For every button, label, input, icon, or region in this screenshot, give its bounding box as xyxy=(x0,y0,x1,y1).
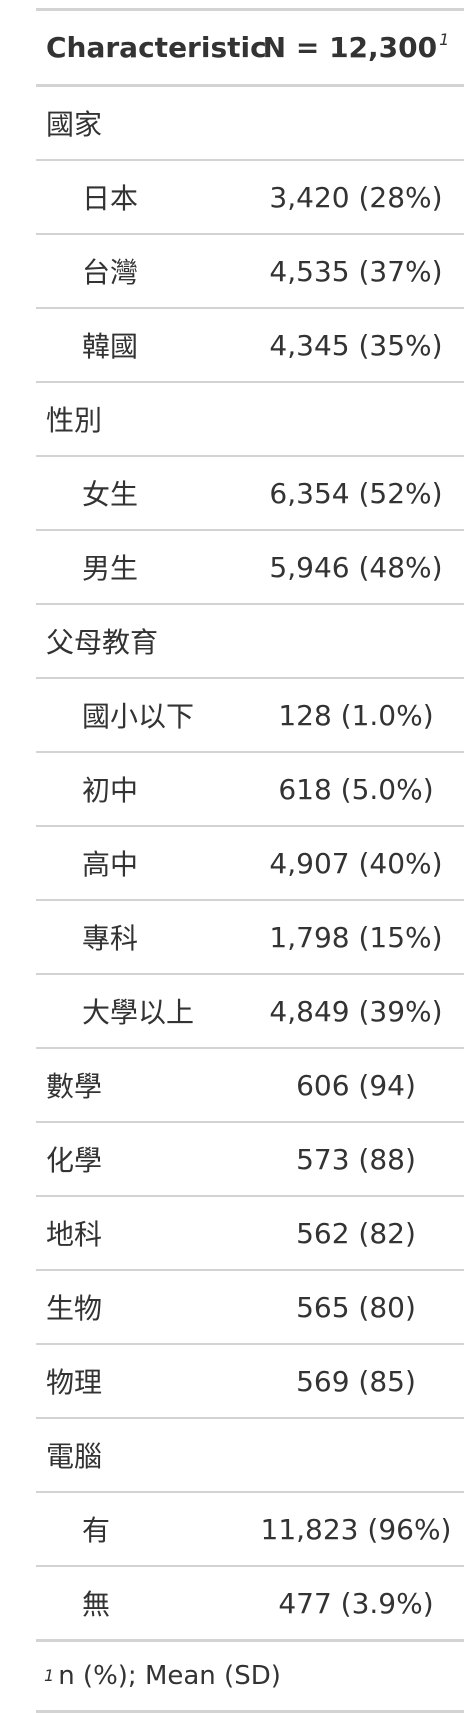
row-value: 4,849 (39%) xyxy=(248,974,464,1049)
row-label: 大學以上 xyxy=(36,974,248,1049)
table-row: 初中 618 (5.0%) xyxy=(36,752,464,827)
n-label: N = 12,300 xyxy=(262,31,438,64)
row-value xyxy=(248,604,464,679)
row-label: 男生 xyxy=(36,530,248,605)
row-label: 地科 xyxy=(36,1196,248,1271)
row-label: 國家 xyxy=(36,85,248,161)
table-row: 父母教育 xyxy=(36,604,464,679)
row-label: 性別 xyxy=(36,382,248,457)
row-value: 4,345 (35%) xyxy=(248,308,464,383)
table-row: 性別 xyxy=(36,382,464,457)
header-row: Characteristic N = 12,300 1 xyxy=(36,11,464,87)
table-row: 生物 565 (80) xyxy=(36,1270,464,1345)
row-value: 565 (80) xyxy=(248,1270,464,1345)
n-footnote-mark: 1 xyxy=(439,30,450,49)
table-row: 專科 1,798 (15%) xyxy=(36,900,464,975)
table-header: Characteristic N = 12,300 1 xyxy=(36,11,464,87)
table-top-rule xyxy=(36,8,464,11)
table-footnote: 1 n (%); Mean (SD) xyxy=(36,1641,464,1713)
footnote-text: n (%); Mean (SD) xyxy=(58,1661,281,1691)
row-label: 有 xyxy=(36,1492,248,1567)
table-row: 電腦 xyxy=(36,1418,464,1493)
table-row: 大學以上 4,849 (39%) xyxy=(36,974,464,1049)
row-label: 女生 xyxy=(36,456,248,531)
column-header-n: N = 12,300 1 xyxy=(248,11,464,87)
row-value: 4,535 (37%) xyxy=(248,234,464,309)
summary-table-container: Characteristic N = 12,300 1 國家 日本 3,420 (28… xyxy=(36,8,464,1713)
row-label: 高中 xyxy=(36,826,248,901)
row-value xyxy=(248,382,464,457)
row-label: 數學 xyxy=(36,1048,248,1123)
row-label: 韓國 xyxy=(36,308,248,383)
table-row: 有 11,823 (96%) xyxy=(36,1492,464,1567)
table-row: 韓國 4,345 (35%) xyxy=(36,308,464,383)
table-row: 女生 6,354 (52%) xyxy=(36,456,464,531)
table-row: 國小以下 128 (1.0%) xyxy=(36,678,464,753)
table-row: 化學 573 (88) xyxy=(36,1122,464,1197)
table-row: 日本 3,420 (28%) xyxy=(36,160,464,235)
row-label: 專科 xyxy=(36,900,248,975)
row-label: 日本 xyxy=(36,160,248,235)
row-label: 生物 xyxy=(36,1270,248,1345)
table-row: 地科 562 (82) xyxy=(36,1196,464,1271)
row-label: 物理 xyxy=(36,1344,248,1419)
table-body: 國家 日本 3,420 (28%) 台灣 4,535 (37%) 韓國 4,345 (35%… xyxy=(36,85,464,1641)
row-value: 11,823 (96%) xyxy=(248,1492,464,1567)
column-header-characteristic: Characteristic xyxy=(36,11,267,87)
table-row: 數學 606 (94) xyxy=(36,1048,464,1123)
table-row: 無 477 (3.9%) xyxy=(36,1566,464,1641)
summary-table: Characteristic N = 12,300 1 國家 日本 3,420 (28… xyxy=(36,11,464,1641)
row-value xyxy=(248,1418,464,1493)
row-value: 573 (88) xyxy=(248,1122,464,1197)
row-value: 618 (5.0%) xyxy=(248,752,464,827)
table-row: 物理 569 (85) xyxy=(36,1344,464,1419)
row-label: 國小以下 xyxy=(36,678,248,753)
row-label: 初中 xyxy=(36,752,248,827)
row-label: 無 xyxy=(36,1566,248,1641)
row-label: 化學 xyxy=(36,1122,248,1197)
table-row: 高中 4,907 (40%) xyxy=(36,826,464,901)
row-value: 1,798 (15%) xyxy=(248,900,464,975)
table-row: 台灣 4,535 (37%) xyxy=(36,234,464,309)
row-value: 569 (85) xyxy=(248,1344,464,1419)
row-value: 562 (82) xyxy=(248,1196,464,1271)
row-label: 台灣 xyxy=(36,234,248,309)
row-value: 5,946 (48%) xyxy=(248,530,464,605)
row-value: 606 (94) xyxy=(248,1048,464,1123)
row-value: 128 (1.0%) xyxy=(248,678,464,753)
row-label: 電腦 xyxy=(36,1418,248,1493)
row-value xyxy=(248,85,464,161)
row-value: 3,420 (28%) xyxy=(248,160,464,235)
row-value: 4,907 (40%) xyxy=(248,826,464,901)
table-row: 男生 5,946 (48%) xyxy=(36,530,464,605)
row-label: 父母教育 xyxy=(36,604,248,679)
table-row: 國家 xyxy=(36,85,464,161)
row-value: 6,354 (52%) xyxy=(248,456,464,531)
row-value: 477 (3.9%) xyxy=(248,1566,464,1641)
